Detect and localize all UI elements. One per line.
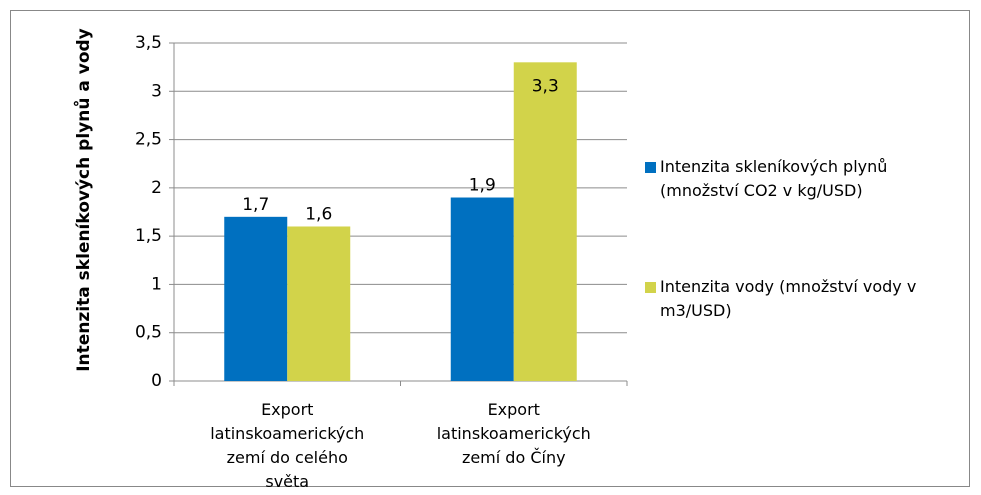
y-tick-label: 0,5 <box>135 323 162 343</box>
y-tick-label: 1,5 <box>135 226 162 246</box>
value-label: 1,7 <box>242 195 269 215</box>
value-label: 1,6 <box>305 204 332 224</box>
legend-swatch <box>645 162 656 173</box>
bar <box>513 62 577 382</box>
y-tick-label: 3 <box>151 81 162 101</box>
bar <box>450 197 514 381</box>
value-label: 3,3 <box>532 76 559 96</box>
legend-swatch <box>645 282 656 293</box>
bar <box>287 226 351 381</box>
value-label: 1,9 <box>469 176 496 196</box>
y-tick-label: 2,5 <box>135 130 162 150</box>
y-tick-label: 3,5 <box>135 33 162 53</box>
bar <box>224 216 288 381</box>
y-axis-title: Intenzita skleníkových plynů a vody <box>74 28 94 372</box>
y-tick-label: 0 <box>151 371 162 391</box>
y-tick-label: 1 <box>151 274 162 294</box>
x-tick-label: Export latinskoamerických zemí do celého… <box>210 400 365 491</box>
y-tick-label: 2 <box>151 178 162 198</box>
legend-label: Intenzita vody (množství vody v m3/USD) <box>660 277 917 320</box>
legend-label: Intenzita skleníkových plynů (množství C… <box>660 157 888 200</box>
x-tick-label: Export latinskoamerických zemí do Číny <box>436 400 591 467</box>
